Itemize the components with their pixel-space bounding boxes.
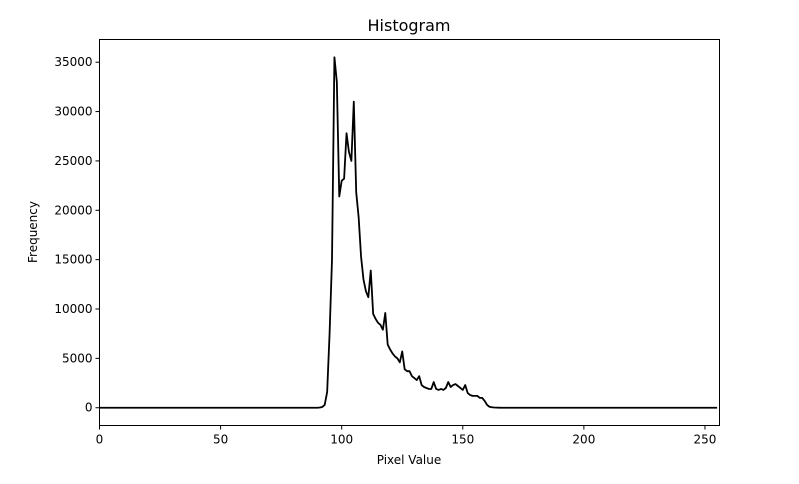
plot-frame	[99, 39, 720, 426]
y-tick-label: 0	[85, 401, 93, 415]
chart-title: Histogram	[368, 16, 451, 35]
x-tick-label: 50	[213, 433, 228, 447]
plot-area	[99, 56, 718, 409]
y-tick-label: 30000	[54, 105, 92, 119]
y-tick-label: 15000	[54, 253, 92, 267]
x-tick-label: 0	[96, 433, 104, 447]
x-axis: 0 50 100 150 200 250	[96, 425, 717, 447]
series-line-0	[99, 56, 718, 409]
x-axis-label: Pixel Value	[377, 453, 442, 467]
x-tick-label: 200	[572, 433, 595, 447]
y-axis: 0 5000 10000 15000 20000 25000 30000 35000	[54, 55, 100, 415]
x-tick-label: 250	[694, 433, 717, 447]
y-tick-label: 10000	[54, 302, 92, 316]
y-tick-label: 20000	[54, 203, 92, 217]
x-tick-label: 100	[330, 433, 353, 447]
x-tick-label: 150	[451, 433, 474, 447]
y-tick-label: 25000	[54, 154, 92, 168]
y-axis-label: Frequency	[26, 201, 40, 263]
y-tick-label: 35000	[54, 55, 92, 69]
y-tick-label: 5000	[62, 351, 93, 365]
